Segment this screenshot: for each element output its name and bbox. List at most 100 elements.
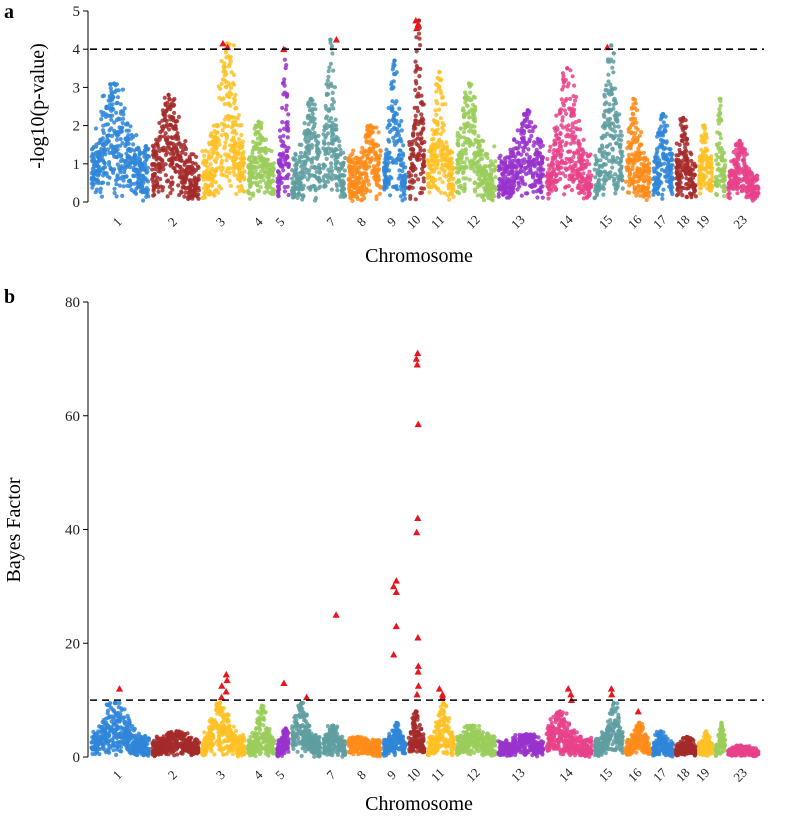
snp-point [657, 181, 661, 185]
snp-point [430, 163, 434, 167]
snp-point [684, 172, 688, 176]
snp-point [234, 192, 238, 196]
snp-point [111, 171, 115, 175]
snp-point [604, 100, 608, 104]
snp-point [571, 74, 575, 78]
snp-point [348, 153, 352, 157]
snp-point [391, 161, 395, 165]
snp-point [214, 160, 218, 164]
snp-point [462, 130, 466, 134]
snp-point [718, 97, 722, 101]
snp-point [585, 196, 589, 200]
snp-point [606, 73, 610, 77]
snp-point [449, 150, 453, 154]
snp-point [628, 126, 632, 130]
snp-point [112, 81, 116, 85]
snp-point [434, 99, 438, 103]
snp-point [374, 197, 378, 201]
snp-point [676, 192, 680, 196]
snp-point [385, 185, 389, 189]
snp-point [581, 171, 585, 175]
snp-point [221, 166, 225, 170]
snp-point [334, 135, 338, 139]
snp-point [234, 132, 238, 136]
snp-point [473, 96, 477, 100]
snp-point [584, 163, 588, 167]
snp-point [351, 149, 355, 153]
snp-point [639, 130, 643, 134]
snp-point [541, 144, 545, 148]
chromosome-8-points [346, 123, 383, 203]
snp-point [533, 125, 537, 129]
snp-point [202, 154, 206, 158]
snp-point [680, 193, 684, 197]
snp-point [181, 185, 185, 189]
snp-point [283, 84, 287, 88]
snp-point [520, 129, 524, 133]
snp-point [122, 178, 126, 182]
snp-point [742, 161, 746, 165]
snp-point [621, 186, 625, 190]
snp-point [439, 116, 443, 120]
snp-point [480, 157, 484, 161]
snp-point [411, 147, 415, 151]
snp-point [429, 147, 433, 151]
snp-point [721, 158, 725, 162]
snp-point [564, 161, 568, 165]
snp-point [571, 94, 575, 98]
snp-point [433, 167, 437, 171]
snp-point [420, 141, 424, 145]
snp-point [298, 155, 302, 159]
snp-point [572, 103, 576, 107]
chromosome-19-points [697, 123, 715, 195]
snp-point [430, 137, 434, 141]
snp-point [313, 117, 317, 121]
snp-point [384, 167, 388, 171]
snp-point [329, 165, 333, 169]
snp-point [383, 173, 387, 177]
snp-point [155, 176, 159, 180]
snp-point [433, 108, 437, 112]
snp-point [719, 104, 723, 108]
snp-point [411, 134, 415, 138]
snp-point [477, 151, 481, 155]
snp-point [663, 127, 667, 131]
snp-point [240, 166, 244, 170]
snp-point [116, 173, 120, 177]
chromosome-11-points [426, 70, 456, 202]
snp-point [183, 152, 187, 156]
snp-point [479, 193, 483, 197]
snp-point [626, 190, 630, 194]
snp-point [643, 164, 647, 168]
snp-point [563, 108, 567, 112]
snp-point [261, 174, 265, 178]
snp-point [715, 142, 719, 146]
snp-point [202, 161, 206, 165]
snp-point [489, 178, 493, 182]
snp-point [636, 127, 640, 131]
snp-point [466, 104, 470, 108]
snp-point [341, 151, 345, 155]
snp-point [362, 196, 366, 200]
snp-point [699, 138, 703, 142]
snp-point [308, 175, 312, 179]
snp-point [209, 183, 213, 187]
snp-point [717, 121, 721, 125]
snp-point [415, 64, 419, 68]
snp-point [342, 161, 346, 165]
snp-point [164, 131, 168, 135]
snp-point [689, 192, 693, 196]
snp-point [518, 144, 522, 148]
snp-point [547, 188, 551, 192]
snp-point [95, 164, 99, 168]
snp-point [620, 164, 624, 168]
snp-point [462, 115, 466, 119]
snp-point [120, 166, 124, 170]
snp-point [347, 183, 351, 187]
snp-point [529, 134, 533, 138]
snp-point [433, 119, 437, 123]
snp-point [681, 116, 685, 120]
snp-point [237, 137, 241, 141]
snp-point [675, 182, 679, 186]
snp-point [517, 185, 521, 189]
